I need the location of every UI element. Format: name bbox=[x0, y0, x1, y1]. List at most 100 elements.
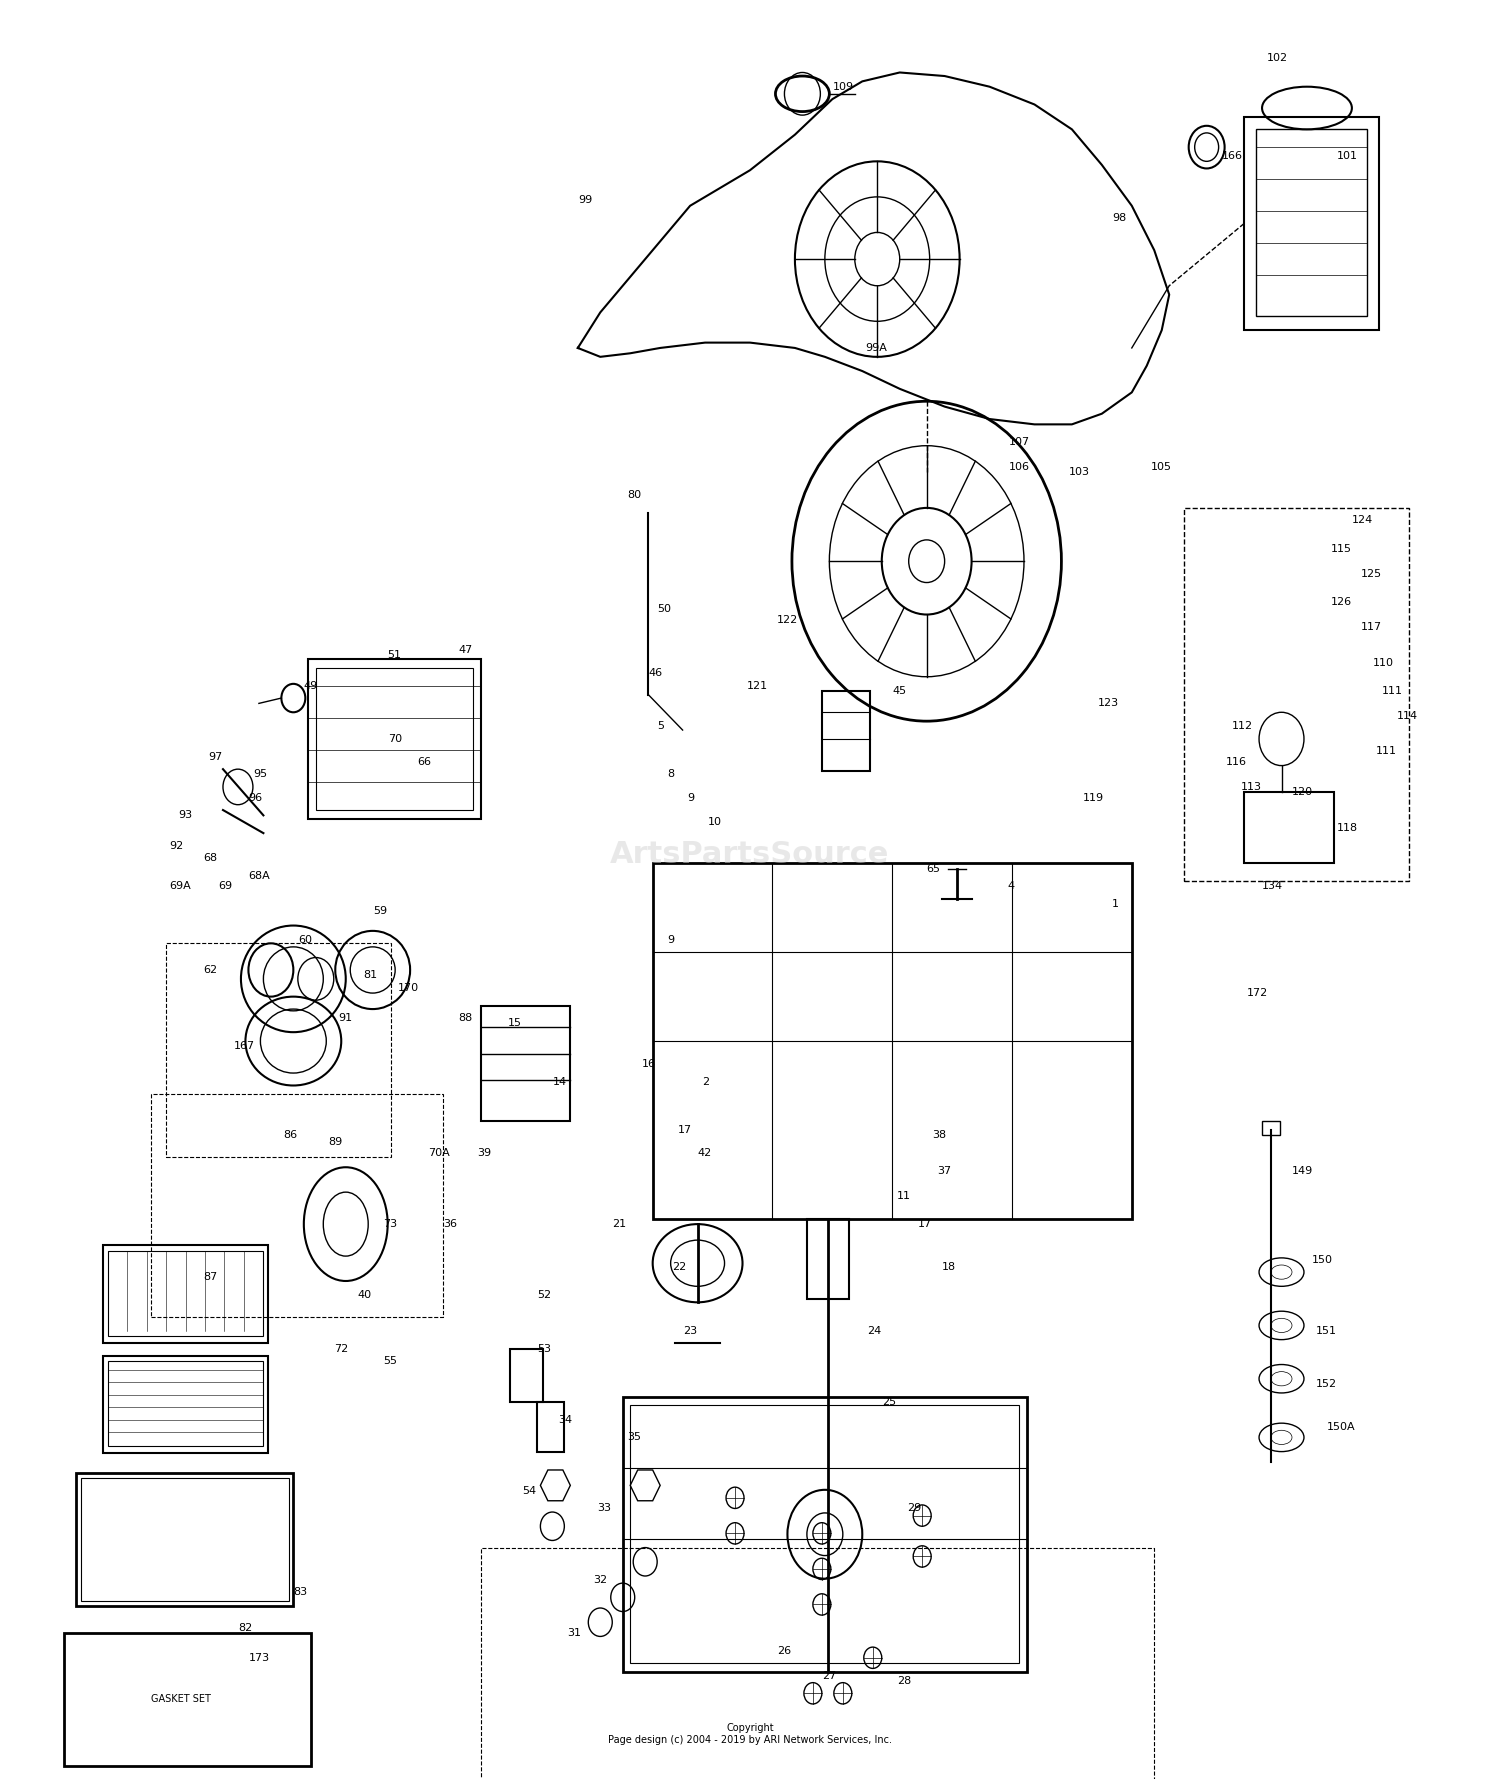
Bar bbox=[316, 668, 472, 810]
Bar bbox=[1244, 117, 1378, 329]
Text: 15: 15 bbox=[507, 1018, 522, 1029]
Text: 150: 150 bbox=[1311, 1255, 1332, 1264]
Text: 1: 1 bbox=[1113, 899, 1119, 910]
Bar bbox=[807, 1219, 849, 1299]
Text: 70A: 70A bbox=[427, 1148, 450, 1159]
Bar bbox=[1256, 130, 1366, 317]
Text: 167: 167 bbox=[234, 1041, 255, 1052]
Text: 97: 97 bbox=[209, 751, 222, 762]
Text: 5: 5 bbox=[657, 721, 664, 732]
Bar bbox=[630, 1406, 1020, 1663]
Text: 18: 18 bbox=[942, 1262, 956, 1271]
Text: 69: 69 bbox=[219, 881, 232, 892]
Text: 103: 103 bbox=[1070, 468, 1090, 477]
Text: 17: 17 bbox=[678, 1125, 693, 1136]
Text: 9: 9 bbox=[668, 934, 675, 945]
Circle shape bbox=[1188, 126, 1224, 169]
Text: 86: 86 bbox=[284, 1130, 297, 1141]
Text: 33: 33 bbox=[597, 1504, 612, 1513]
Text: 14: 14 bbox=[552, 1077, 567, 1088]
Text: 116: 116 bbox=[1226, 756, 1246, 767]
Bar bbox=[652, 863, 1132, 1219]
Bar bbox=[537, 1403, 564, 1452]
Text: 16: 16 bbox=[642, 1059, 656, 1070]
Text: 55: 55 bbox=[382, 1356, 398, 1365]
Text: 107: 107 bbox=[1010, 438, 1031, 447]
Bar bbox=[64, 1632, 312, 1766]
Bar bbox=[1244, 792, 1334, 863]
Text: 69A: 69A bbox=[170, 881, 190, 892]
Text: 25: 25 bbox=[882, 1397, 896, 1406]
Text: 68: 68 bbox=[204, 853, 218, 863]
Text: 106: 106 bbox=[1010, 463, 1031, 472]
Text: 60: 60 bbox=[298, 934, 312, 945]
Text: 101: 101 bbox=[1336, 151, 1358, 160]
Bar bbox=[104, 1356, 268, 1454]
Text: 36: 36 bbox=[442, 1219, 458, 1230]
Text: 38: 38 bbox=[933, 1130, 946, 1141]
Text: 45: 45 bbox=[892, 685, 906, 696]
Text: 117: 117 bbox=[1360, 621, 1382, 632]
Text: 152: 152 bbox=[1316, 1380, 1336, 1388]
Text: 113: 113 bbox=[1240, 781, 1262, 792]
Text: 105: 105 bbox=[1152, 463, 1173, 472]
Text: 49: 49 bbox=[304, 680, 318, 691]
Text: 62: 62 bbox=[204, 965, 218, 975]
Text: 87: 87 bbox=[204, 1273, 218, 1282]
Text: 92: 92 bbox=[170, 840, 183, 851]
Text: 80: 80 bbox=[627, 491, 642, 500]
Text: 28: 28 bbox=[897, 1675, 910, 1686]
Bar bbox=[166, 943, 390, 1157]
Text: 21: 21 bbox=[612, 1219, 627, 1230]
Text: 59: 59 bbox=[372, 906, 387, 917]
Text: 9: 9 bbox=[687, 792, 694, 803]
Text: 4: 4 bbox=[1008, 881, 1014, 892]
Text: Copyright
Page design (c) 2004 - 2019 by ARI Network Services, Inc.: Copyright Page design (c) 2004 - 2019 by… bbox=[608, 1723, 892, 1744]
Bar bbox=[309, 659, 480, 819]
Bar bbox=[480, 1006, 570, 1121]
Text: 11: 11 bbox=[897, 1191, 910, 1202]
Text: 37: 37 bbox=[938, 1166, 951, 1177]
Bar bbox=[81, 1477, 290, 1600]
Text: 24: 24 bbox=[867, 1326, 880, 1335]
Text: 46: 46 bbox=[648, 668, 663, 678]
Text: 83: 83 bbox=[294, 1588, 307, 1597]
Text: 111: 111 bbox=[1376, 746, 1396, 756]
Text: 47: 47 bbox=[458, 644, 472, 655]
Text: 112: 112 bbox=[1232, 721, 1252, 732]
Text: 93: 93 bbox=[178, 810, 192, 821]
Bar bbox=[1262, 1121, 1280, 1136]
Text: ArtsPartsSource: ArtsPartsSource bbox=[610, 840, 890, 869]
Text: 23: 23 bbox=[682, 1326, 696, 1335]
Text: 72: 72 bbox=[334, 1344, 348, 1353]
Text: 96: 96 bbox=[249, 792, 262, 803]
Text: 123: 123 bbox=[1098, 698, 1119, 708]
Text: GASKET SET: GASKET SET bbox=[152, 1693, 211, 1703]
Text: 82: 82 bbox=[238, 1623, 252, 1632]
Text: 54: 54 bbox=[522, 1486, 537, 1495]
Bar bbox=[108, 1362, 264, 1447]
Text: 88: 88 bbox=[458, 1013, 472, 1024]
Text: 53: 53 bbox=[537, 1344, 552, 1353]
Text: 65: 65 bbox=[927, 863, 940, 874]
Text: 10: 10 bbox=[708, 817, 722, 828]
Text: 81: 81 bbox=[363, 970, 378, 981]
Text: 120: 120 bbox=[1292, 787, 1312, 797]
Text: 32: 32 bbox=[592, 1575, 608, 1584]
Text: 114: 114 bbox=[1396, 710, 1417, 721]
Text: 122: 122 bbox=[777, 614, 798, 625]
Text: 70: 70 bbox=[387, 733, 402, 744]
Text: 126: 126 bbox=[1330, 596, 1352, 607]
Bar bbox=[108, 1251, 264, 1337]
Text: 110: 110 bbox=[1372, 657, 1394, 668]
Text: 118: 118 bbox=[1336, 822, 1358, 833]
Text: 52: 52 bbox=[537, 1290, 552, 1299]
Text: 91: 91 bbox=[339, 1013, 352, 1024]
Text: 149: 149 bbox=[1292, 1166, 1312, 1177]
Text: 125: 125 bbox=[1360, 568, 1382, 579]
Text: 151: 151 bbox=[1316, 1326, 1336, 1335]
Text: 99: 99 bbox=[578, 196, 592, 205]
Bar bbox=[510, 1349, 543, 1403]
Text: 50: 50 bbox=[657, 603, 670, 614]
Bar bbox=[104, 1246, 268, 1344]
